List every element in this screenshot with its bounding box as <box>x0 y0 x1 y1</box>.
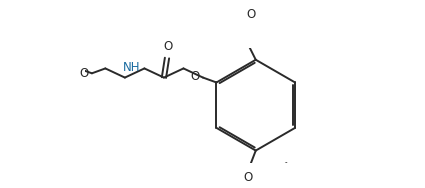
Text: NH: NH <box>123 61 141 74</box>
Text: O: O <box>244 171 253 184</box>
Text: O: O <box>246 8 255 21</box>
Text: O: O <box>163 39 172 53</box>
Text: O: O <box>79 67 88 80</box>
Text: O: O <box>190 70 199 83</box>
